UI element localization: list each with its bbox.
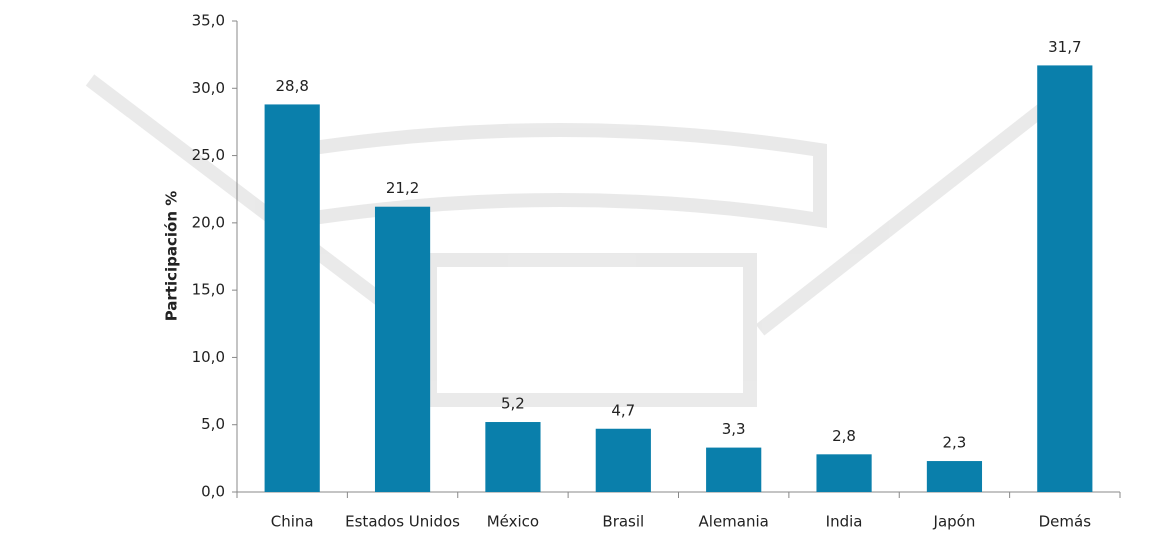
x-tick-label: Demás [1039, 513, 1092, 531]
y-tick-label: 20,0 [192, 213, 225, 231]
watermark-spear [85, 74, 425, 336]
y-tick-label: 5,0 [201, 415, 225, 433]
data-label: 2,8 [832, 427, 856, 445]
data-label: 4,7 [611, 401, 635, 419]
watermark-banner [293, 123, 827, 229]
data-label: 28,8 [275, 77, 308, 95]
bar [595, 428, 651, 492]
watermark-spear [755, 74, 1085, 336]
x-tick-label: China [271, 513, 314, 531]
bar [485, 422, 541, 492]
data-label: 5,2 [501, 395, 525, 413]
x-tick-label: Japón [933, 513, 976, 531]
y-axis-title: Participación % [163, 191, 181, 322]
watermark-frame [423, 253, 757, 407]
data-label: 31,7 [1048, 38, 1081, 56]
data-label: 21,2 [386, 179, 419, 197]
x-tick-label: México [487, 513, 539, 531]
bar [816, 454, 872, 492]
y-tick-label: 30,0 [192, 79, 225, 97]
y-tick-label: 25,0 [192, 146, 225, 164]
data-label: 3,3 [722, 420, 746, 438]
watermark [85, 74, 1085, 407]
y-tick-label: 35,0 [192, 12, 225, 30]
x-tick-label: Brasil [602, 513, 644, 531]
data-label: 2,3 [943, 434, 967, 452]
bar [374, 206, 431, 493]
bar [926, 461, 983, 492]
y-tick-label: 10,0 [192, 348, 225, 366]
y-tick-label: 0,0 [201, 483, 225, 501]
bar [706, 447, 762, 492]
x-tick-label: India [826, 513, 863, 531]
bar [1037, 65, 1093, 492]
bar [264, 104, 320, 492]
x-tick-label: Alemania [699, 513, 769, 531]
x-tick-label: Estados Unidos [345, 513, 460, 531]
y-tick-label: 15,0 [192, 281, 225, 299]
